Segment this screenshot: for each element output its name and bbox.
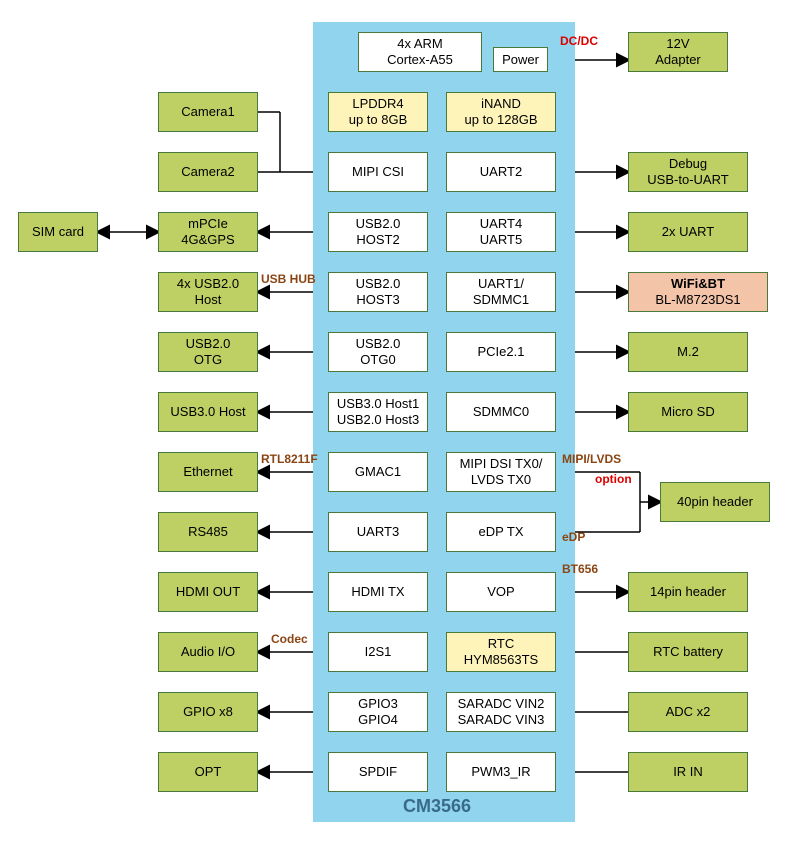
label-mipilvds: MIPI/LVDS <box>562 452 621 466</box>
block-irin: IR IN <box>628 752 748 792</box>
block-uart1sd: UART1/SDMMC1 <box>446 272 556 312</box>
block-usb4x: 4x USB2.0Host <box>158 272 258 312</box>
block-saradc: SARADC VIN2SARADC VIN3 <box>446 692 556 732</box>
label-option: option <box>595 472 632 486</box>
block-pwm3: PWM3_IR <box>446 752 556 792</box>
block-usb2h3: USB2.0HOST3 <box>328 272 428 312</box>
block-edptx: eDP TX <box>446 512 556 552</box>
block-adapter: 12VAdapter <box>628 32 728 72</box>
block-hdmitx: HDMI TX <box>328 572 428 612</box>
block-mpcie: mPCIe4G&GPS <box>158 212 258 252</box>
block-eth: Ethernet <box>158 452 258 492</box>
block-uart3: UART3 <box>328 512 428 552</box>
block-uart2: UART2 <box>446 152 556 192</box>
block-uart45: UART4UART5 <box>446 212 556 252</box>
block-adc2: ADC x2 <box>628 692 748 732</box>
block-usbotg0: USB2.0OTG0 <box>328 332 428 372</box>
block-lpddr: LPDDR4up to 8GB <box>328 92 428 132</box>
block-usb3h1: USB3.0 Host1USB2.0 Host3 <box>328 392 428 432</box>
block-usbotg: USB2.0OTG <box>158 332 258 372</box>
label-edp: eDP <box>562 530 585 544</box>
chip-title: CM3566 <box>403 796 471 817</box>
block-mipidsi: MIPI DSI TX0/LVDS TX0 <box>446 452 556 492</box>
block-rtcbat: RTC battery <box>628 632 748 672</box>
block-pin14: 14pin header <box>628 572 748 612</box>
block-usb3h: USB3.0 Host <box>158 392 258 432</box>
block-hdmiout: HDMI OUT <box>158 572 258 612</box>
block-mipicsi: MIPI CSI <box>328 152 428 192</box>
label-dcdc: DC/DC <box>560 34 598 48</box>
block-power: Power <box>493 47 548 72</box>
block-rs485: RS485 <box>158 512 258 552</box>
block-cpu: 4x ARMCortex-A55 <box>358 32 482 72</box>
block-microsd: Micro SD <box>628 392 748 432</box>
block-gmac1: GMAC1 <box>328 452 428 492</box>
block-opt: OPT <box>158 752 258 792</box>
block-spdif: SPDIF <box>328 752 428 792</box>
block-pin40: 40pin header <box>660 482 770 522</box>
block-i2s1: I2S1 <box>328 632 428 672</box>
block-wifibt: WiFi&BTBL-M8723DS1 <box>628 272 768 312</box>
block-audio: Audio I/O <box>158 632 258 672</box>
block-debug: DebugUSB-to-UART <box>628 152 748 192</box>
block-gpio34: GPIO3GPIO4 <box>328 692 428 732</box>
block-vop: VOP <box>446 572 556 612</box>
label-codec: Codec <box>271 632 308 646</box>
block-rtc: RTCHYM8563TS <box>446 632 556 672</box>
block-usb2h2: USB2.0HOST2 <box>328 212 428 252</box>
block-sdmmc0: SDMMC0 <box>446 392 556 432</box>
label-usbhub: USB HUB <box>261 272 316 286</box>
block-inand: iNANDup to 128GB <box>446 92 556 132</box>
block-uart2x: 2x UART <box>628 212 748 252</box>
block-pcie21: PCIe2.1 <box>446 332 556 372</box>
label-rtl: RTL8211F <box>261 452 318 466</box>
block-sim: SIM card <box>18 212 98 252</box>
label-bt656: BT656 <box>562 562 598 576</box>
block-m2: M.2 <box>628 332 748 372</box>
block-gpio8: GPIO x8 <box>158 692 258 732</box>
block-cam2: Camera2 <box>158 152 258 192</box>
block-cam1: Camera1 <box>158 92 258 132</box>
